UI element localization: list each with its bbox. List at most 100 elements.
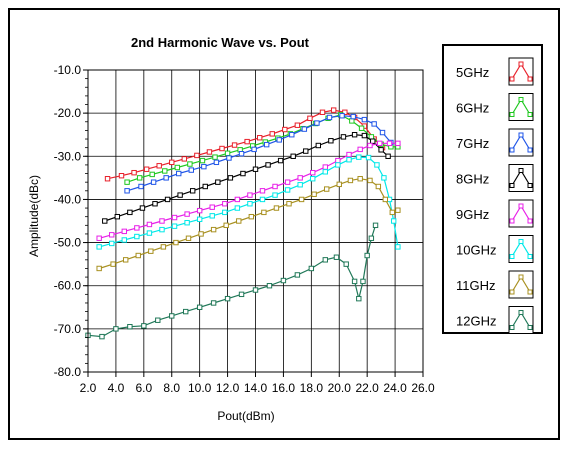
legend-label: 12GHz — [456, 314, 496, 329]
data-point — [247, 201, 253, 207]
data-point — [361, 116, 368, 123]
data-point — [290, 153, 296, 159]
data-point — [263, 141, 270, 148]
data-point — [160, 244, 167, 250]
data-point — [114, 213, 121, 220]
data-point — [335, 157, 341, 164]
data-point — [222, 209, 228, 216]
data-point — [333, 254, 340, 260]
data-point — [141, 323, 147, 329]
legend-label: 11GHz — [456, 278, 496, 293]
data-point — [121, 228, 127, 235]
data-point — [349, 118, 355, 124]
data-point — [381, 175, 387, 181]
data-point — [113, 326, 119, 332]
data-point — [374, 162, 380, 168]
x-tick-label: 10.0 — [188, 381, 212, 395]
series-5GHz — [104, 107, 386, 182]
axes: -10.0 -20.0 -30.0 -40.0 -50.0 -60.0 -70.0 -80.0… — [54, 63, 435, 395]
data-point — [379, 129, 386, 136]
data-point — [347, 177, 354, 184]
data-point — [177, 192, 183, 198]
legend-symbol-marker — [509, 254, 515, 259]
data-point — [149, 171, 155, 178]
x-axis-title: Pout(dBm) — [217, 409, 274, 423]
data-point — [280, 277, 287, 284]
data-point — [395, 207, 401, 213]
x-tick-label: 6.0 — [135, 381, 152, 395]
data-point — [109, 240, 115, 247]
y-axis-title: Amplitude(dBc) — [27, 175, 41, 257]
data-point — [386, 140, 393, 147]
data-point — [171, 214, 178, 221]
data-point — [343, 261, 349, 267]
data-point — [298, 196, 305, 203]
data-point — [244, 138, 250, 145]
data-point — [109, 232, 115, 238]
data-point — [259, 196, 266, 203]
data-point — [202, 183, 208, 190]
data-point — [286, 201, 292, 207]
legend-label: 8GHz — [456, 172, 489, 187]
data-point — [104, 176, 111, 182]
series-7GHz — [124, 113, 394, 194]
data-point — [222, 201, 228, 207]
data-point — [368, 235, 375, 241]
legend-symbol-marker — [527, 289, 533, 295]
data-point — [96, 265, 102, 272]
series-10GHz — [96, 154, 401, 250]
data-point — [284, 187, 291, 193]
data-point — [206, 149, 213, 155]
legend-symbol-marker — [518, 61, 524, 67]
data-point — [360, 278, 366, 285]
data-point — [346, 157, 352, 163]
data-point — [269, 131, 275, 137]
data-point — [272, 192, 278, 198]
y-tick-label: -80.0 — [54, 365, 82, 379]
data-point — [340, 134, 347, 140]
x-tick-label: 16.0 — [272, 381, 296, 395]
data-point — [322, 257, 328, 263]
data-point — [209, 204, 215, 210]
data-point — [183, 308, 189, 315]
legend-label: 9GHz — [456, 207, 489, 222]
data-point — [139, 205, 146, 211]
data-point — [277, 157, 284, 164]
data-point — [238, 291, 245, 298]
data-point — [138, 183, 144, 190]
data-point — [96, 244, 102, 250]
data-point — [389, 209, 395, 216]
x-tick-label: 18.0 — [300, 381, 324, 395]
data-point — [247, 192, 253, 198]
data-point — [236, 218, 242, 224]
data-point — [350, 113, 356, 120]
data-point — [385, 153, 391, 159]
legend-symbol-marker — [509, 112, 515, 117]
series-11GHz — [96, 176, 401, 272]
data-point — [326, 114, 333, 121]
data-point — [226, 155, 232, 161]
data-point — [294, 272, 301, 278]
series-12GHz — [85, 222, 379, 340]
data-point — [234, 205, 241, 211]
y-tick-label: -70.0 — [54, 322, 82, 336]
legend: 5GHz 6GHz 7GHz 8GHz 9GHz 10GHz 11GHz 12GHz — [442, 44, 543, 334]
series-line — [87, 225, 377, 338]
legend-symbol-marker — [509, 76, 515, 82]
data-point — [181, 156, 188, 162]
data-point — [370, 138, 376, 144]
data-point — [224, 295, 231, 302]
data-point — [231, 142, 238, 148]
data-point — [196, 304, 203, 310]
data-point — [378, 147, 384, 153]
data-point — [124, 188, 130, 194]
legend-symbol-marker — [527, 183, 533, 188]
x-tick-label: 22.0 — [355, 381, 379, 395]
data-point — [143, 166, 150, 172]
data-point — [252, 166, 259, 172]
x-tick-label: 12.0 — [216, 381, 240, 395]
data-point — [209, 213, 215, 219]
data-point — [152, 201, 158, 207]
data-point — [150, 179, 157, 185]
legend-symbol-marker — [518, 203, 524, 209]
